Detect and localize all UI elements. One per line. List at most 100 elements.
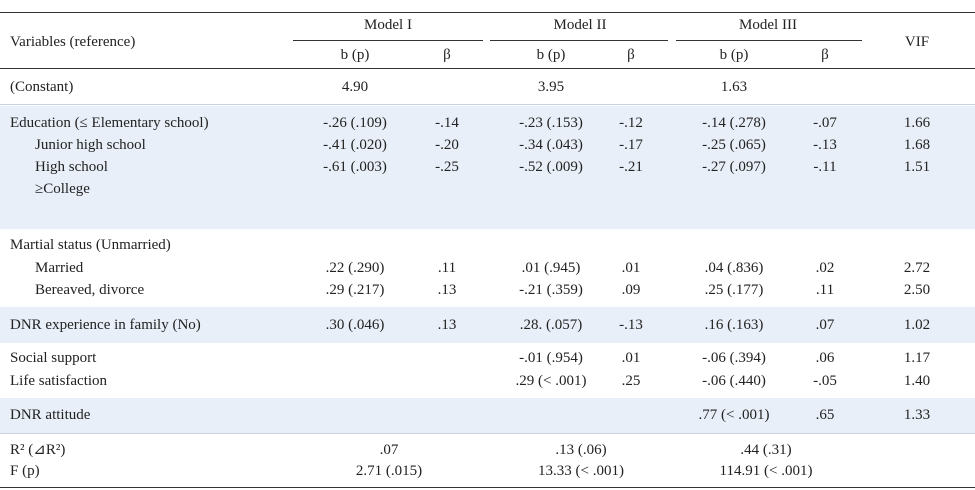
summary-label: F (p) [10, 463, 40, 479]
row-label: Married [35, 260, 84, 276]
row-label: DNR experience in family (No) [10, 317, 201, 333]
sub-header: β [443, 47, 451, 63]
cell: -.26 (.109) [323, 115, 387, 131]
cell: 1.40 [903, 373, 931, 389]
cell: 4.90 [341, 79, 369, 95]
model-header: Model I [364, 17, 412, 33]
cell: 1.68 [903, 137, 931, 153]
summary-label: R² (⊿R²) [10, 442, 66, 458]
cell: .29 (.217) [325, 282, 385, 298]
cell: .16 (.163) [704, 317, 764, 333]
cell: -.14 [435, 115, 459, 131]
cell: .22 (.290) [325, 260, 385, 276]
sub-header: β [821, 47, 829, 63]
model-header: Model II [553, 17, 607, 33]
cell: -.25 (.065) [702, 137, 766, 153]
row-label: (Constant) [10, 79, 74, 95]
header-variables: Variables (reference) [10, 34, 136, 50]
cell: -.05 [813, 373, 837, 389]
cell: -.13 [619, 317, 643, 333]
row-label: Education (≤ Elementary school) [10, 115, 209, 131]
cell: -.23 (.153) [519, 115, 583, 131]
shaded-band [0, 307, 975, 343]
cell: 2.50 [903, 282, 931, 298]
sub-header: b (p) [340, 47, 370, 63]
shaded-band [0, 106, 975, 229]
row-label: Life satisfaction [10, 373, 108, 389]
cell: 1.33 [903, 407, 931, 423]
model-header: Model III [739, 17, 797, 33]
cell: .09 [621, 282, 641, 298]
cell: -.27 (.097) [702, 159, 766, 175]
cell: -.34 (.043) [519, 137, 583, 153]
cell: .01 (.945) [521, 260, 581, 276]
model-underline [293, 40, 483, 41]
cell: 1.63 [720, 79, 748, 95]
row-label: DNR attitude [10, 407, 91, 423]
cell: 1.51 [903, 159, 931, 175]
cell: 2.72 [903, 260, 931, 276]
row-rule [0, 104, 975, 105]
cell: .29 (< .001) [515, 373, 587, 389]
row-label: Bereaved, divorce [35, 282, 145, 298]
cell: -.52 (.009) [519, 159, 583, 175]
row-label: Social support [10, 350, 97, 366]
sub-header: β [627, 47, 635, 63]
cell: .07 [815, 317, 835, 333]
cell: -.06 (.440) [702, 373, 766, 389]
summary-cell: .44 (.31) [740, 442, 792, 458]
row-label: High school [35, 159, 108, 175]
cell: .02 [815, 260, 835, 276]
header-rule [0, 68, 975, 69]
cell: 1.17 [903, 350, 931, 366]
cell: .06 [815, 350, 835, 366]
cell: .77 (< .001) [698, 407, 770, 423]
summary-cell: .07 [379, 442, 399, 458]
row-label: Junior high school [35, 137, 146, 153]
top-rule [0, 12, 975, 13]
cell: -.11 [813, 159, 837, 175]
cell: .13 [437, 282, 457, 298]
cell: -.61 (.003) [323, 159, 387, 175]
bottom-rule [0, 487, 975, 488]
cell: -.13 [813, 137, 837, 153]
cell: .30 (.046) [325, 317, 385, 333]
cell: -.21 [619, 159, 643, 175]
sub-header: b (p) [536, 47, 566, 63]
cell: -.17 [619, 137, 643, 153]
cell: .11 [437, 260, 457, 276]
cell: -.06 (.394) [702, 350, 766, 366]
summary-cell: 13.33 (< .001) [538, 463, 624, 479]
summary-cell: .13 (.06) [555, 442, 607, 458]
cell: .28. (.057) [519, 317, 583, 333]
row-label: ≥College [35, 181, 90, 197]
model-underline [676, 40, 862, 41]
cell: .01 [621, 350, 641, 366]
sub-header: b (p) [719, 47, 749, 63]
cell: -.21 (.359) [519, 282, 583, 298]
shaded-band [0, 398, 975, 433]
cell: 1.02 [903, 317, 931, 333]
cell: 1.66 [903, 115, 931, 131]
summary-cell: 2.71 (.015) [355, 463, 423, 479]
cell: .13 [437, 317, 457, 333]
row-label: Martial status (Unmarried) [10, 237, 171, 253]
summary-cell: 114.91 (< .001) [719, 463, 813, 479]
cell: .25 [621, 373, 641, 389]
model-underline [490, 40, 668, 41]
vif-header: VIF [904, 34, 930, 50]
cell: .01 [621, 260, 641, 276]
cell: -.01 (.954) [519, 350, 583, 366]
cell: -.12 [619, 115, 643, 131]
cell: -.20 [435, 137, 459, 153]
cell: -.07 [813, 115, 837, 131]
cell: -.41 (.020) [323, 137, 387, 153]
row-rule [0, 433, 975, 434]
cell: .11 [815, 282, 835, 298]
cell: .65 [815, 407, 835, 423]
cell: 3.95 [537, 79, 565, 95]
cell: -.14 (.278) [702, 115, 766, 131]
cell: -.25 [435, 159, 459, 175]
cell: .04 (.836) [704, 260, 764, 276]
